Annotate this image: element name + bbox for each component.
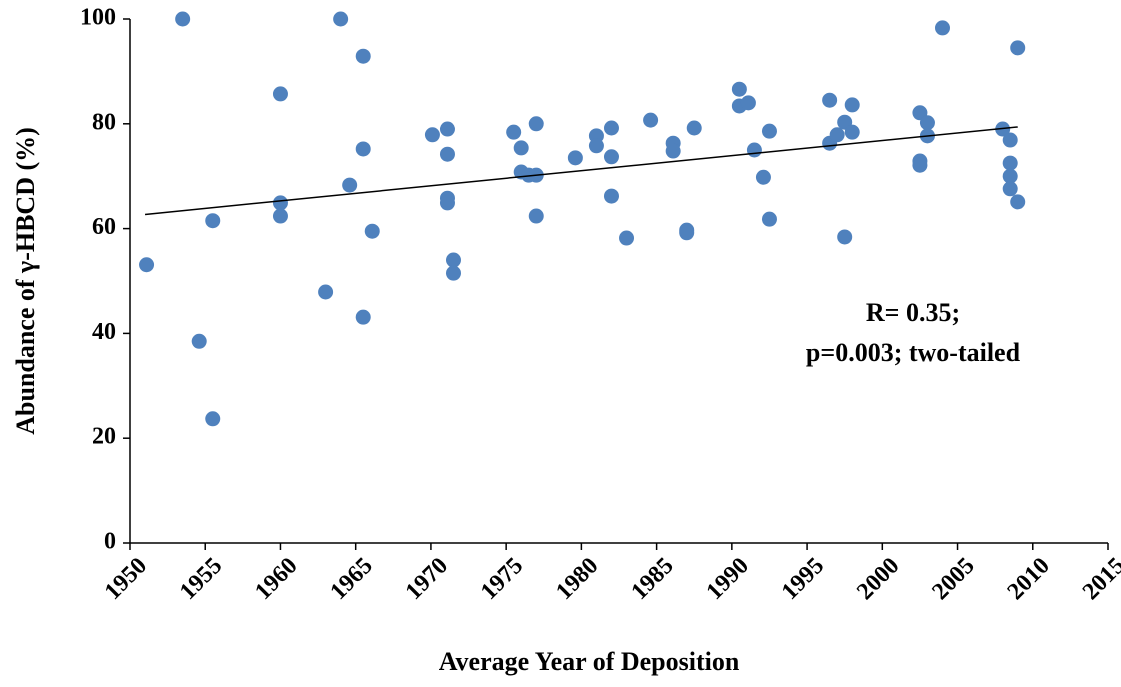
point bbox=[205, 411, 221, 427]
point bbox=[506, 124, 522, 140]
point bbox=[761, 123, 777, 139]
point bbox=[528, 208, 544, 224]
x-tick-label: 1950 bbox=[100, 553, 152, 605]
annotation: p=0.003; two-tailed bbox=[806, 338, 1021, 367]
point bbox=[445, 252, 461, 268]
point bbox=[1002, 132, 1018, 148]
point bbox=[567, 150, 583, 166]
x-tick-label: 1955 bbox=[175, 553, 227, 605]
point bbox=[912, 157, 928, 173]
x-tick-label: 2000 bbox=[852, 553, 904, 605]
point bbox=[364, 223, 380, 239]
point bbox=[619, 230, 635, 246]
point bbox=[439, 146, 455, 162]
point bbox=[603, 188, 619, 204]
point bbox=[919, 115, 935, 131]
point bbox=[205, 213, 221, 229]
x-tick-label: 2005 bbox=[927, 553, 979, 605]
point bbox=[445, 265, 461, 281]
point bbox=[355, 141, 371, 157]
point bbox=[603, 149, 619, 165]
x-tick-label: 1985 bbox=[626, 553, 678, 605]
point bbox=[679, 225, 695, 241]
point bbox=[139, 257, 155, 273]
point bbox=[272, 86, 288, 102]
y-tick-label: 60 bbox=[92, 214, 116, 240]
point bbox=[934, 20, 950, 36]
point bbox=[844, 124, 860, 140]
point bbox=[424, 127, 440, 143]
point bbox=[686, 120, 702, 136]
y-tick-label: 80 bbox=[92, 109, 116, 135]
point bbox=[844, 97, 860, 113]
point bbox=[528, 116, 544, 132]
point bbox=[746, 142, 762, 158]
x-tick-label: 2010 bbox=[1003, 553, 1055, 605]
point bbox=[318, 284, 334, 300]
y-axis-title: Abundance of γ-HBCD (%) bbox=[11, 127, 40, 435]
point bbox=[1002, 168, 1018, 184]
point bbox=[761, 211, 777, 227]
point bbox=[1002, 181, 1018, 197]
point bbox=[588, 138, 604, 154]
x-tick-label: 2015 bbox=[1078, 553, 1121, 605]
point bbox=[175, 11, 191, 27]
y-tick-label: 20 bbox=[92, 424, 116, 450]
x-tick-label: 1995 bbox=[777, 553, 829, 605]
y-tick-label: 100 bbox=[80, 5, 116, 31]
point bbox=[1010, 40, 1026, 56]
point bbox=[355, 48, 371, 64]
point bbox=[822, 92, 838, 108]
point bbox=[755, 169, 771, 185]
point bbox=[740, 95, 756, 111]
point bbox=[333, 11, 349, 27]
point bbox=[829, 127, 845, 143]
x-tick-label: 1975 bbox=[476, 553, 528, 605]
point bbox=[643, 112, 659, 128]
point bbox=[1010, 194, 1026, 210]
annotation: R= 0.35; bbox=[866, 298, 960, 327]
trendline bbox=[144, 126, 1018, 216]
point bbox=[439, 195, 455, 211]
x-tick-label: 1965 bbox=[325, 553, 377, 605]
x-tick-label: 1960 bbox=[250, 553, 302, 605]
point bbox=[342, 177, 358, 193]
point bbox=[603, 120, 619, 136]
point bbox=[837, 229, 853, 245]
x-axis-title: Average Year of Deposition bbox=[439, 647, 740, 676]
x-tick-label: 1990 bbox=[702, 553, 754, 605]
point bbox=[355, 309, 371, 325]
y-tick-label: 40 bbox=[92, 319, 116, 345]
point bbox=[439, 121, 455, 137]
point bbox=[191, 333, 207, 349]
y-tick-label: 0 bbox=[104, 529, 116, 555]
x-tick-label: 1980 bbox=[551, 553, 603, 605]
point bbox=[665, 143, 681, 159]
point bbox=[513, 140, 529, 156]
point bbox=[1002, 155, 1018, 171]
point bbox=[272, 195, 288, 211]
point bbox=[272, 208, 288, 224]
x-tick-label: 1970 bbox=[401, 553, 453, 605]
point bbox=[731, 81, 747, 97]
